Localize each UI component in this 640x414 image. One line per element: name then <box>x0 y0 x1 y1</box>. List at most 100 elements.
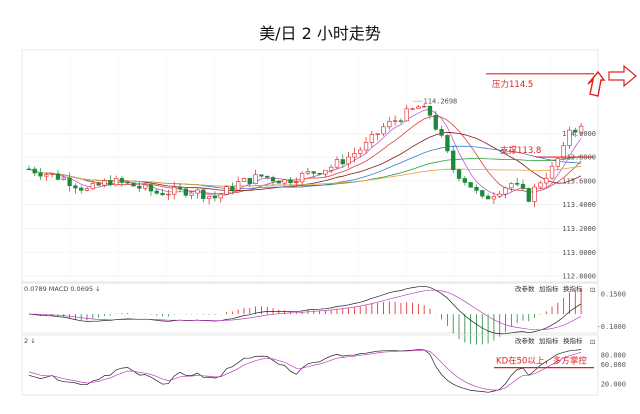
candle-body <box>44 174 49 177</box>
candle-body <box>480 190 485 197</box>
candle-body <box>189 192 194 196</box>
candle-body <box>270 177 276 182</box>
macd-dea-line <box>28 289 582 331</box>
candle-body <box>137 185 142 189</box>
candle-body <box>404 108 409 122</box>
candle-body <box>67 177 72 187</box>
kd-button-1: 加指标 <box>539 336 559 345</box>
candle-body <box>323 169 328 175</box>
candle-body <box>148 184 154 192</box>
macd-dif-line <box>28 285 582 335</box>
kd-button-2: 换指标 <box>563 336 583 345</box>
candle-body <box>509 183 514 189</box>
candle-body <box>561 145 566 159</box>
candle-body <box>468 182 473 188</box>
candle-body <box>427 106 433 116</box>
candle-body <box>387 121 392 128</box>
candle-body <box>160 192 165 196</box>
candle-body <box>485 195 491 200</box>
y-tick-label: 113.0000 <box>562 249 596 257</box>
candle-body <box>224 186 229 195</box>
kd-k-line <box>28 349 582 393</box>
candle-body <box>445 135 450 152</box>
macd-header: 0.0789 MACD 0.0695 ↓ <box>24 285 101 293</box>
main-annotations: 114.2698 压力114.5 支撑113.8 <box>412 64 637 158</box>
candle-body <box>90 183 96 190</box>
candle-body <box>421 106 427 108</box>
up-arrow-icon <box>587 70 606 97</box>
candle-body <box>253 174 258 184</box>
candle-body <box>503 187 508 195</box>
high-label: 114.2698 <box>424 98 458 106</box>
y-tick-label: 112.8000 <box>562 273 596 281</box>
candle-body <box>154 190 159 194</box>
candle-body <box>416 106 421 109</box>
candle-body <box>26 168 32 171</box>
candle-body <box>491 196 497 200</box>
candle-body <box>369 134 375 143</box>
candle-body <box>328 166 334 171</box>
candle-body <box>55 173 61 180</box>
kd-d-line <box>28 349 582 391</box>
candle-body <box>259 174 264 177</box>
candle-body <box>102 180 107 186</box>
candle-body <box>514 183 520 185</box>
macd-panel: 0.0789 MACD 0.0695 ↓ 改参数 加指标 换指标 ⊡0.1500-0.1… <box>24 284 626 345</box>
macd-y-tick: -0.1000 <box>596 323 626 331</box>
candle-body <box>358 149 363 154</box>
candle-body <box>375 133 380 135</box>
kd-annotation: KD在50以上，多方掌控 <box>496 356 587 367</box>
candle-body <box>265 175 270 178</box>
candle-body <box>294 181 299 184</box>
candle-body <box>317 172 322 175</box>
support-label: 支撑113.8 <box>500 145 541 156</box>
macd-button-1: 加指标 <box>539 284 559 293</box>
candle-body <box>49 173 55 175</box>
candle-body <box>235 181 241 191</box>
candle-body <box>142 184 148 189</box>
ma-line <box>28 116 582 195</box>
right-arrow-icon <box>608 64 637 88</box>
candle-body <box>392 120 398 122</box>
candle-body <box>73 185 78 189</box>
candle-body <box>451 150 456 171</box>
candle-body <box>201 189 206 199</box>
candle-body <box>166 193 171 196</box>
candle-body <box>61 177 66 180</box>
kd-panel-frame <box>21 334 599 396</box>
candle-body <box>352 153 357 158</box>
candle-body <box>381 126 386 135</box>
chart-title: 美/日 2 小时走势 <box>259 24 381 43</box>
candle-body <box>32 168 37 174</box>
candle-body <box>288 179 293 184</box>
candle-body <box>206 196 212 199</box>
candle-body <box>276 180 282 184</box>
candle-body <box>474 186 479 191</box>
candle-body <box>363 142 369 151</box>
candle-body <box>439 128 444 136</box>
candle-body <box>544 177 549 184</box>
macd-panel-frame <box>21 282 599 334</box>
candle-body <box>96 183 101 186</box>
candle-body <box>218 193 223 199</box>
candle-body <box>340 159 345 165</box>
candle-body <box>183 188 189 196</box>
candle-body <box>84 188 90 191</box>
kd-y-tick: 60.000 <box>601 361 626 369</box>
candle-body <box>497 193 502 197</box>
candle-body <box>282 179 287 184</box>
macd-button-0: 改参数 <box>515 284 535 293</box>
candle-body <box>79 187 84 191</box>
candle-body <box>538 182 543 188</box>
resistance-label: 压力114.5 <box>492 79 533 90</box>
candle-body <box>532 186 537 202</box>
candle-body <box>578 125 584 133</box>
candle-body <box>549 165 555 179</box>
candle-body <box>456 169 462 179</box>
candle-body <box>567 129 572 146</box>
candle-body <box>212 196 218 199</box>
candlesticks <box>26 103 584 208</box>
candle-body <box>526 188 531 202</box>
candle-body <box>195 189 200 194</box>
